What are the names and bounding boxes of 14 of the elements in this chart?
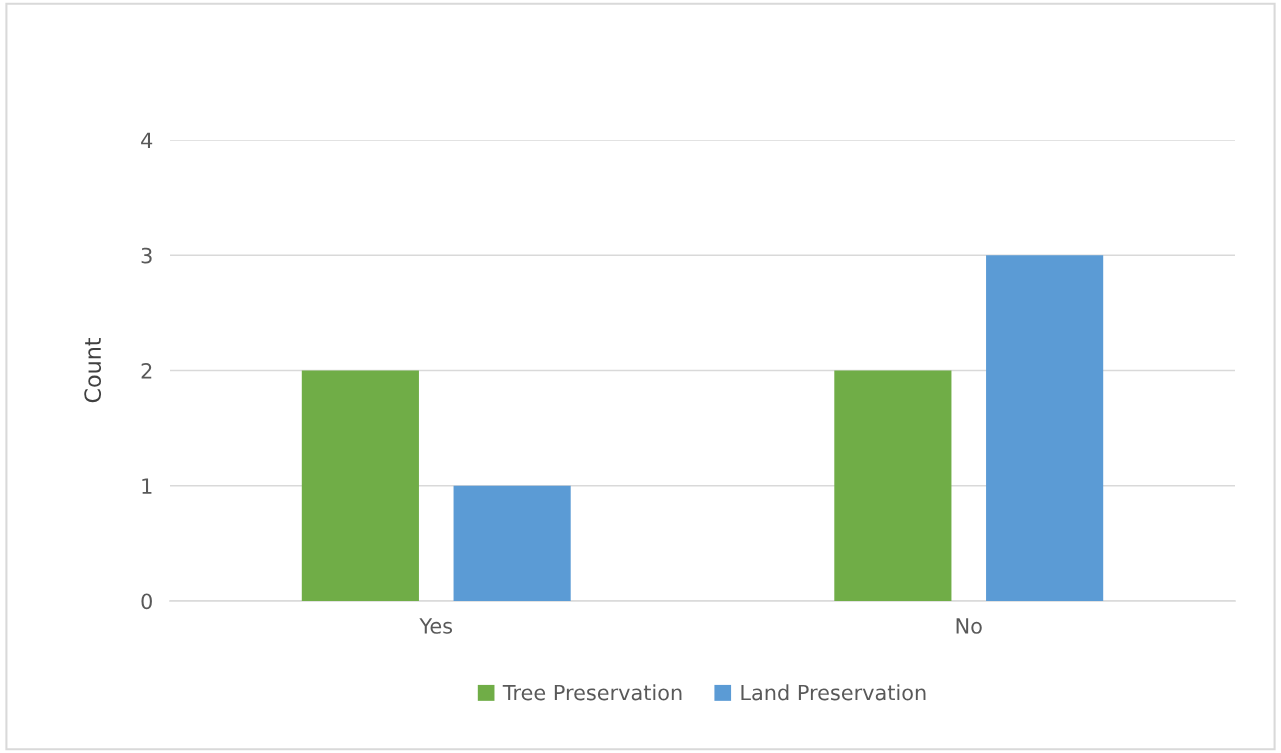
- x-tick-label: No: [956, 618, 982, 634]
- y-tick-label: 1: [142, 478, 152, 494]
- legend-label: Tree Preservation: [502, 684, 682, 701]
- y-tick-label: 2: [141, 362, 152, 379]
- bar: [834, 370, 952, 601]
- y-axis-title: Count: [84, 338, 102, 403]
- bar: [453, 485, 571, 601]
- y-tick-label: 4: [141, 132, 153, 148]
- legend-label: Land Preservation: [741, 684, 926, 701]
- y-tick-label: 3: [141, 247, 152, 264]
- bar: [301, 370, 419, 601]
- bar: [986, 255, 1104, 601]
- x-tick-label: Yes: [419, 618, 453, 634]
- y-tick-label: 0: [141, 593, 152, 610]
